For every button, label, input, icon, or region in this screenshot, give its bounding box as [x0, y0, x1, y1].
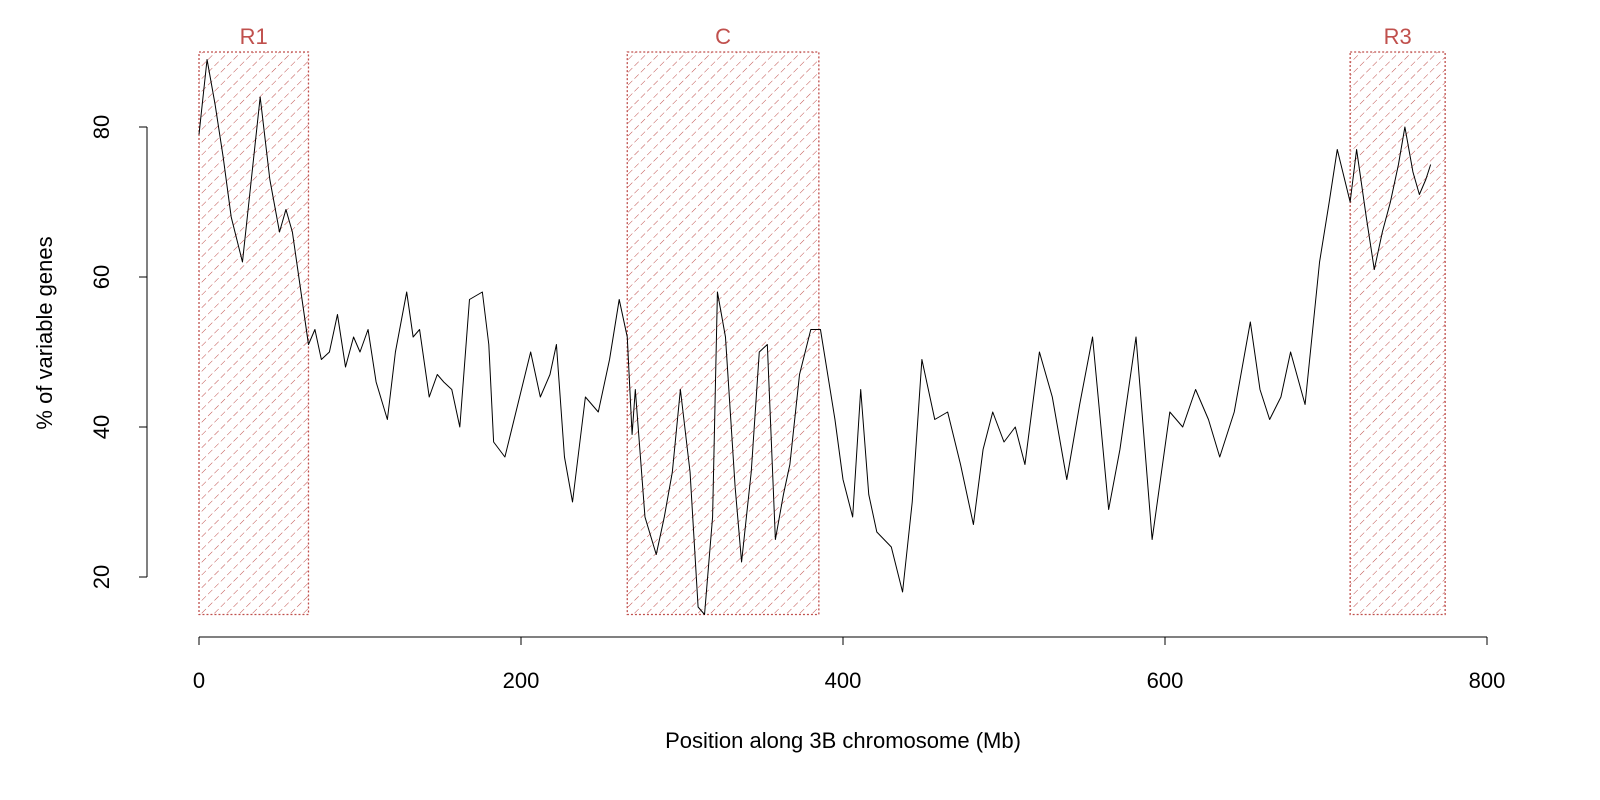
- region: [1349, 51, 1446, 616]
- y-axis-title: % of variable genes: [32, 236, 57, 429]
- data-line: [198, 59, 1432, 615]
- x-tick-label: 200: [503, 668, 540, 693]
- region: [626, 51, 820, 616]
- region-label: R1: [240, 24, 268, 49]
- x-tick-label: 600: [1147, 668, 1184, 693]
- y-tick-label: 80: [89, 115, 114, 139]
- x-tick-label: 400: [825, 668, 862, 693]
- region-label: C: [715, 24, 731, 49]
- x-tick-label: 800: [1469, 668, 1506, 693]
- x-axis-title: Position along 3B chromosome (Mb): [665, 728, 1021, 753]
- y-tick-label: 40: [89, 415, 114, 439]
- y-tick-label: 20: [89, 565, 114, 589]
- x-tick-label: 0: [193, 668, 205, 693]
- region-label: R3: [1384, 24, 1412, 49]
- y-tick-label: 60: [89, 265, 114, 289]
- region: [198, 51, 310, 616]
